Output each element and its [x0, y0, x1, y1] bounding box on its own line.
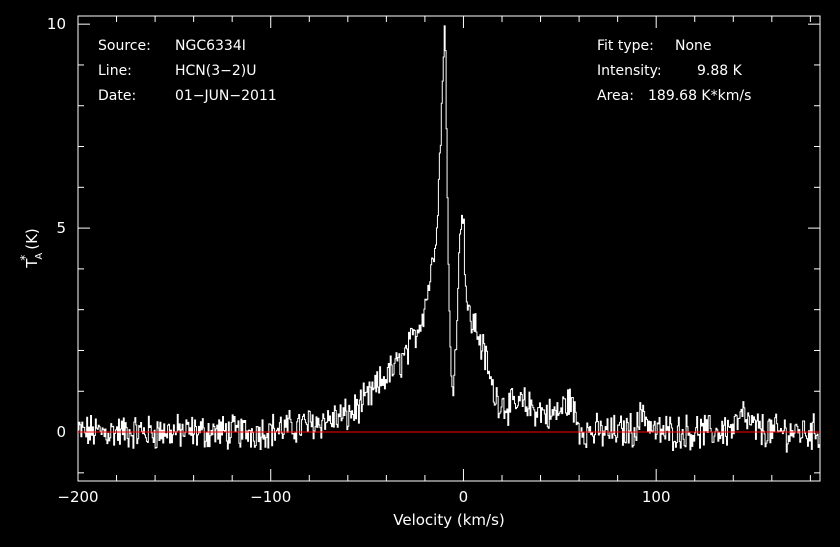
- x-tick-label: 0: [459, 488, 469, 506]
- y-tick-label: 0: [56, 423, 66, 441]
- y-tick-label: 10: [47, 15, 66, 33]
- y-axis-label-unit: (K): [23, 228, 41, 250]
- spectrum-line: [78, 25, 821, 453]
- svg-text:TA*(K): TA* (K): [18, 228, 45, 269]
- source-label: Source:: [98, 38, 151, 54]
- x-tick-label: 100: [642, 488, 671, 506]
- y-axis-label-sub: A: [34, 253, 45, 260]
- intensity-label: Intensity:: [597, 63, 662, 79]
- date-label: Date:: [98, 88, 136, 104]
- x-tick-label: −100: [250, 488, 291, 506]
- area-label: Area:: [597, 88, 634, 104]
- fit-type-label: Fit type:: [597, 38, 654, 54]
- y-axis-label-main: T: [23, 258, 41, 269]
- y-axis-label-sup: *: [18, 255, 32, 261]
- intensity-value: 9.88 K: [697, 63, 743, 79]
- area-value: 189.68 K*km/s: [648, 88, 751, 104]
- date-value: 01−JUN−2011: [175, 88, 277, 104]
- x-tick-label: −200: [57, 488, 98, 506]
- axis-tick-labels: −200 −100 0 100 0 5 10: [47, 15, 671, 506]
- plot-frame: [77, 15, 821, 482]
- y-tick-label: 5: [56, 219, 66, 237]
- y-axis-label: TA* (K): [18, 228, 45, 269]
- x-axis-label: Velocity (km/s): [393, 511, 504, 529]
- line-value: HCN(3−2)U: [175, 63, 257, 79]
- series-group: [78, 25, 821, 453]
- source-value: NGC6334I: [175, 38, 246, 54]
- fit-type-value: None: [675, 38, 712, 54]
- axis-ticks: [77, 16, 820, 481]
- line-label: Line:: [98, 63, 132, 79]
